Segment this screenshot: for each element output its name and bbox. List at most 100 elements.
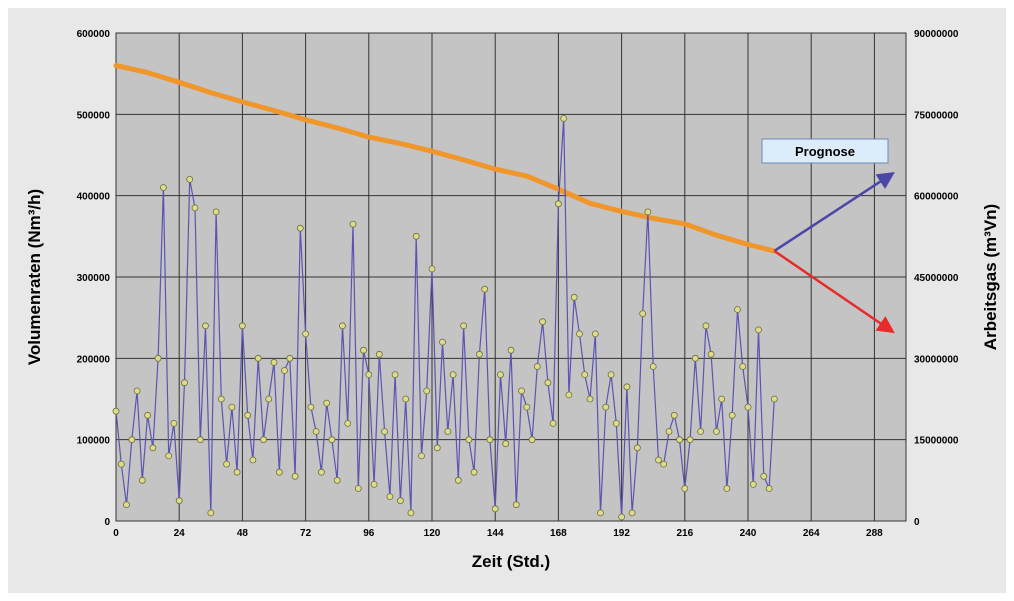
volumenraten-point — [507, 346, 515, 354]
volumenraten-point — [544, 379, 552, 387]
volumenraten-point — [591, 330, 599, 338]
volumenraten-point — [728, 411, 736, 419]
prognose-label-text: Prognose — [795, 144, 855, 159]
x-axis-title: Zeit (Std.) — [472, 552, 550, 571]
volumenraten-point — [296, 224, 304, 232]
volumenraten-point — [249, 456, 257, 464]
volumenraten-point — [402, 395, 410, 403]
volumenraten-point — [749, 480, 757, 488]
volumenraten-point — [275, 468, 283, 476]
volumenraten-point — [391, 371, 399, 379]
volumenraten-point — [533, 363, 541, 370]
volumenraten-point — [254, 354, 262, 362]
volumenraten-point — [581, 371, 589, 379]
volumenraten-point — [112, 407, 120, 415]
volumenraten-point — [639, 310, 647, 318]
volumenraten-point — [207, 509, 215, 517]
prognose-label-box — [761, 138, 889, 164]
volumenraten-point — [260, 436, 267, 444]
x-tick-label: 48 — [237, 528, 249, 539]
y-left-tick-label: 200000 — [77, 354, 111, 365]
volumenraten-point — [518, 387, 525, 395]
volumenraten-point — [586, 395, 594, 403]
volumenraten-point — [328, 436, 336, 444]
y-left-tick-label: 600000 — [77, 29, 111, 40]
y-right-tick-label: 45000000 — [914, 273, 959, 284]
y-axis-left-title: Volumenraten (Nm³/h) — [25, 189, 44, 365]
volumenraten-point — [597, 509, 604, 517]
volumenraten-point — [491, 505, 499, 513]
x-tick-label: 96 — [363, 528, 375, 539]
volumenraten-point — [412, 232, 420, 240]
volumenraten-point — [539, 318, 546, 326]
y-axis-right-title: Arbeitsgas (m³Vn) — [981, 204, 1000, 350]
volumenraten-point — [439, 338, 446, 346]
x-tick-label: 240 — [740, 528, 757, 539]
prognose-annotation: Prognose — [761, 138, 889, 164]
volumenraten-point — [233, 468, 241, 476]
volumenraten-point — [634, 444, 641, 452]
volumenraten-point — [686, 436, 694, 444]
x-tick-label: 264 — [803, 528, 820, 539]
volumenraten-point — [475, 350, 483, 358]
volumenraten-point — [396, 497, 404, 505]
volumenraten-point — [117, 460, 125, 468]
volumenraten-point — [739, 363, 747, 370]
volumenraten-point — [270, 358, 278, 366]
volumenraten-point — [349, 220, 357, 228]
volumenraten-point — [744, 403, 752, 411]
volumenraten-point — [697, 428, 704, 435]
x-tick-label: 120 — [424, 528, 441, 539]
volumenraten-point — [602, 403, 610, 411]
y-right-tick-label: 0 — [914, 517, 920, 528]
volumenraten-point — [570, 293, 578, 301]
y-left-tick-label: 100000 — [77, 436, 111, 447]
volumenraten-point — [770, 395, 778, 403]
volumenraten-point — [649, 363, 657, 370]
y-right-tick-label: 30000000 — [914, 354, 959, 365]
volumenraten-point — [212, 208, 220, 216]
volumenraten-point — [549, 419, 557, 427]
volumenraten-point — [407, 509, 415, 517]
volumenraten-point — [154, 354, 162, 362]
volumenraten-point — [644, 208, 652, 216]
volumenraten-point — [333, 476, 341, 484]
volumenraten-point — [660, 460, 668, 468]
volumenraten-point — [128, 436, 136, 444]
volumenraten-point — [560, 115, 568, 122]
volumenraten-point — [460, 322, 468, 330]
volumenraten-point — [344, 419, 352, 427]
volumenraten-point — [718, 395, 726, 403]
arbeitsgas-line — [113, 63, 777, 254]
volumenraten-point — [302, 330, 310, 338]
volumenraten-point — [428, 265, 436, 273]
volumenraten-point — [418, 452, 425, 460]
volumenraten-point — [312, 428, 320, 435]
volumenraten-point — [618, 513, 625, 521]
volumenraten-point — [339, 322, 346, 330]
volumenraten-point — [734, 306, 741, 313]
volumenraten-point — [423, 387, 431, 395]
x-tick-label: 0 — [113, 528, 119, 539]
volumenraten-point — [186, 175, 194, 183]
x-tick-label: 72 — [300, 528, 312, 539]
x-axis-ticks: 0 24 48 72 96 120 144 168 192 216 240 264 288 — [113, 528, 883, 539]
volumenraten-point — [265, 395, 273, 403]
volumenraten-point — [607, 371, 615, 379]
volumenraten-point — [676, 436, 683, 444]
volumenraten-point — [386, 493, 394, 501]
volumenraten-point — [723, 485, 731, 492]
volumenraten-point — [123, 501, 130, 509]
volumenraten-point — [486, 436, 494, 444]
x-tick-label: 168 — [550, 528, 567, 539]
x-tick-label: 288 — [866, 528, 883, 539]
volumenraten-point — [175, 497, 183, 505]
volumenraten-point — [760, 472, 768, 480]
volumenraten-point — [238, 322, 246, 330]
y-right-tick-label: 15000000 — [914, 436, 959, 447]
volumenraten-point — [565, 391, 573, 399]
volumenraten-point — [523, 403, 531, 411]
y-right-tick-label: 90000000 — [914, 29, 959, 40]
